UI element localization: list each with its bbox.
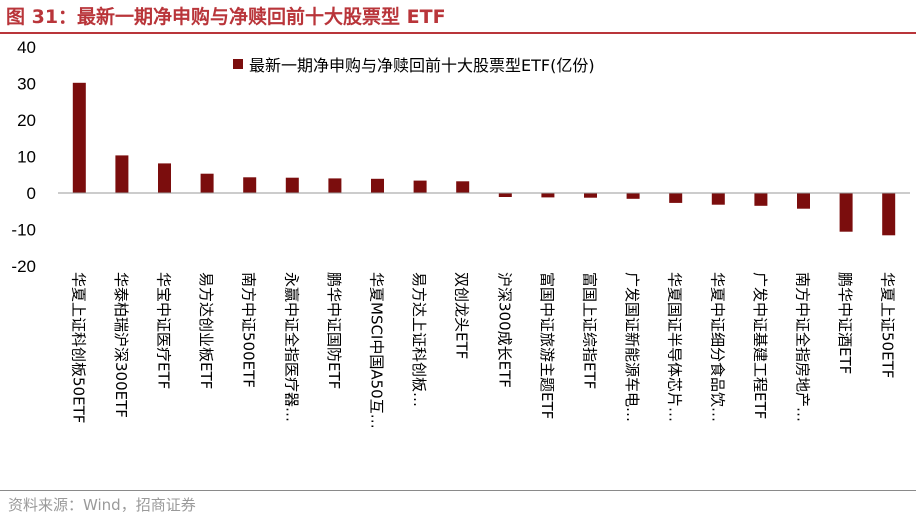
y-axis: -20 -10 0 10 20 30 40	[11, 38, 36, 276]
x-tick-label: 华夏MSCI中国A50互…	[368, 272, 386, 429]
x-tick-label: 南方中证500ETF	[240, 272, 258, 388]
bar	[371, 178, 384, 193]
x-tick-label: 双创龙头ETF	[453, 272, 471, 359]
y-tick-label: -20	[11, 257, 36, 276]
bar	[285, 177, 299, 193]
bar	[456, 181, 470, 193]
x-tick-label: 易方达创业板ETF	[197, 272, 215, 389]
x-tick-label: 华夏上证50ETF	[879, 272, 897, 378]
x-tick-label: 富国中证旅游主题ETF	[538, 272, 556, 419]
y-tick-label: 0	[27, 184, 36, 203]
bar-chart: -20 -10 0 10 20 30 40 华夏上证科创板50ETF 华泰柏瑞沪深300ETF…	[11, 38, 910, 429]
y-tick-label: 40	[17, 38, 36, 57]
bar	[200, 173, 214, 193]
bar	[413, 180, 427, 193]
x-tick-label: 易方达上证科创板…	[410, 272, 428, 407]
y-tick-label: 30	[17, 75, 36, 94]
bar	[797, 193, 810, 209]
bar	[626, 193, 640, 199]
x-tick-label: 鹏华中证国防ETF	[325, 272, 343, 389]
bar	[498, 193, 512, 197]
x-tick-label: 永赢中证全指医疗器…	[282, 272, 300, 422]
x-tick-label: 华夏上证科创板50ETF	[69, 272, 87, 423]
bar	[754, 193, 768, 206]
x-tick-label: 南方中证全指房地产…	[794, 272, 812, 422]
bar	[584, 193, 597, 198]
bar	[669, 193, 683, 203]
bar	[158, 163, 171, 193]
legend-swatch	[233, 59, 243, 69]
x-axis-labels: 华夏上证科创板50ETF 华泰柏瑞沪深300ETF 华宝中证医疗ETF 易方达创业板E…	[69, 272, 896, 429]
x-tick-label: 华泰柏瑞沪深300ETF	[112, 272, 130, 418]
bar	[541, 193, 555, 198]
bar	[711, 193, 725, 205]
bar	[839, 193, 853, 232]
bar	[115, 155, 129, 193]
bottom-rule	[0, 490, 916, 491]
x-tick-label: 鹏华中证酒ETF	[836, 272, 854, 374]
x-tick-label: 沪深300成长ETF	[495, 272, 513, 388]
bar-series	[72, 82, 896, 236]
x-tick-label: 华夏国证半导体芯片…	[666, 272, 684, 422]
figure-title: 图 31：最新一期净申购与净赎回前十大股票型 ETF	[6, 6, 446, 28]
y-tick-label: 10	[17, 148, 36, 167]
bar	[243, 177, 257, 193]
title-rule	[0, 32, 916, 34]
legend-label: 最新一期净申购与净赎回前十大股票型ETF(亿份)	[249, 56, 595, 75]
bar	[328, 178, 342, 193]
y-tick-label: 20	[17, 111, 36, 130]
bar	[72, 82, 86, 193]
x-tick-label: 华宝中证医疗ETF	[155, 272, 173, 389]
legend: 最新一期净申购与净赎回前十大股票型ETF(亿份)	[233, 56, 595, 75]
x-tick-label: 广发国证新能源车电…	[623, 272, 641, 422]
x-tick-label: 广发中证基建工程ETF	[751, 272, 769, 419]
x-tick-label: 富国上证综指ETF	[581, 272, 599, 389]
x-tick-label: 华夏中证细分食品饮…	[708, 272, 726, 422]
bar	[882, 193, 896, 236]
y-tick-label: -10	[11, 221, 36, 240]
source-note: 资料来源：Wind，招商证券	[8, 496, 196, 514]
